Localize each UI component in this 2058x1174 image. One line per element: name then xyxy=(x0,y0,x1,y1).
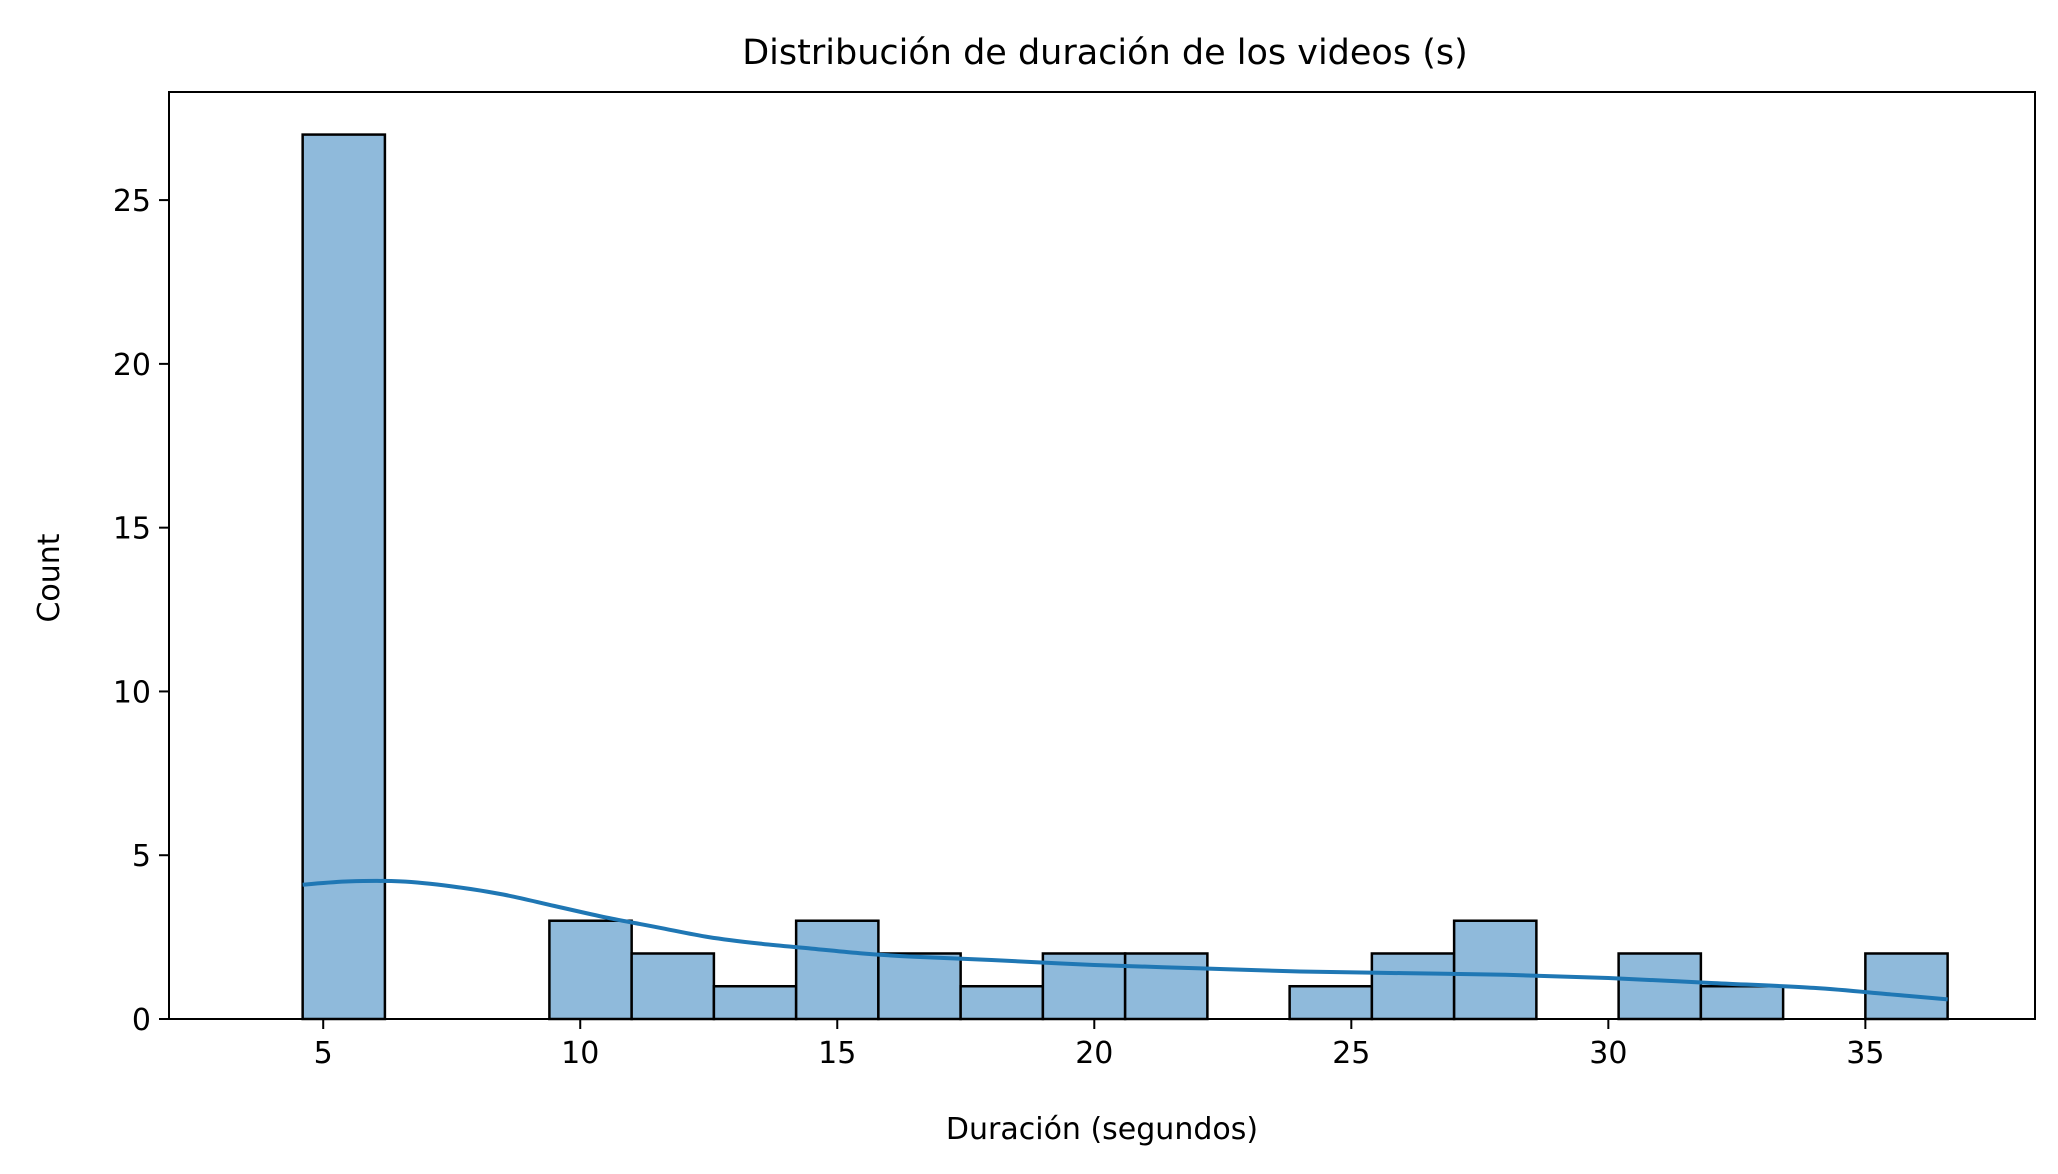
x-tick-label: 5 xyxy=(314,1036,333,1071)
x-axis-label: Duración (segundos) xyxy=(946,1112,1258,1147)
x-tick-label: 25 xyxy=(1332,1036,1370,1071)
kde-group xyxy=(302,878,1948,1002)
x-tick-label: 10 xyxy=(561,1036,599,1071)
histogram-bar xyxy=(1864,952,1949,1021)
histogram-bar xyxy=(1617,952,1703,1021)
chart-title: Distribución de duración de los videos (… xyxy=(742,33,1468,73)
histogram-bar xyxy=(1699,984,1785,1021)
histogram-bar xyxy=(301,133,387,1021)
plot-frame xyxy=(168,91,2036,1020)
histogram-bar xyxy=(959,984,1045,1021)
bars-group xyxy=(301,133,1949,1021)
y-tick-label: 25 xyxy=(113,184,151,219)
x-tick-label: 35 xyxy=(1846,1036,1884,1071)
x-tick-label: 15 xyxy=(818,1036,856,1071)
y-tick-label: 0 xyxy=(132,1003,151,1038)
x-tick-label: 20 xyxy=(1075,1036,1113,1071)
histogram-bar xyxy=(1452,919,1538,1021)
histogram-bar xyxy=(712,984,798,1021)
kde-line xyxy=(302,878,1948,1002)
histogram-bar xyxy=(877,952,962,1021)
y-tick-label: 20 xyxy=(113,348,151,383)
y-tick-label: 5 xyxy=(132,839,151,874)
histogram-bar xyxy=(1123,952,1209,1021)
y-axis-label: Count xyxy=(32,533,67,622)
x-tick-label: 30 xyxy=(1589,1036,1627,1071)
y-axis: 0 5 10 15 20 25 xyxy=(113,184,169,1038)
histogram-bar xyxy=(630,952,716,1021)
histogram-bar xyxy=(1370,952,1456,1021)
y-tick-label: 15 xyxy=(113,512,151,547)
histogram-bar xyxy=(548,919,633,1021)
x-axis: 5 10 15 20 25 30 35 xyxy=(314,1019,1884,1071)
y-tick-label: 10 xyxy=(113,675,151,710)
histogram-bar xyxy=(794,919,880,1021)
histogram-bar xyxy=(1288,984,1374,1021)
